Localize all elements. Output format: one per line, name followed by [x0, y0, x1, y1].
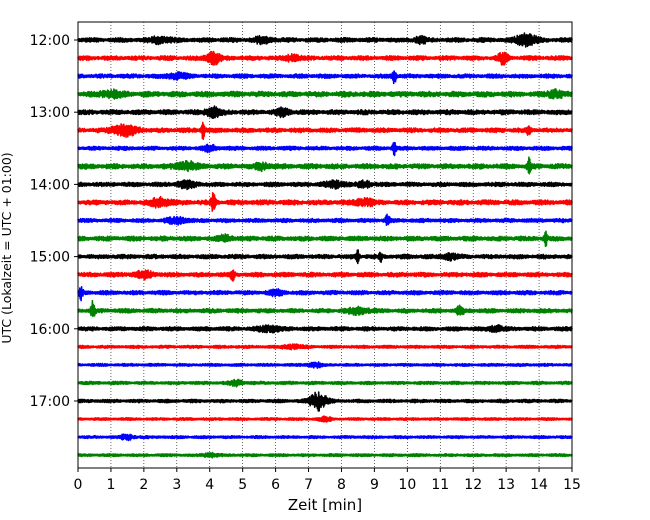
x-axis-label: Zeit [min]	[288, 496, 362, 514]
trace-line	[77, 343, 573, 351]
x-tick-label: 10	[398, 477, 416, 493]
x-tick-label: 7	[304, 477, 313, 493]
trace-line	[77, 415, 573, 423]
trace-line	[77, 361, 573, 369]
x-axis: 0 1 2 3 4 5 6 7 8 9 10 11 12 13 14 15	[74, 468, 581, 493]
x-tick-label: 6	[271, 477, 280, 493]
trace-line	[77, 299, 573, 318]
trace-line	[77, 156, 573, 175]
trace-line	[77, 105, 573, 119]
x-tick-label: 11	[431, 477, 449, 493]
trace-line	[77, 230, 573, 247]
trace-line	[77, 213, 573, 226]
y-tick-label: 14:00	[30, 177, 70, 193]
trace-line	[77, 32, 573, 48]
trace-line	[77, 324, 573, 334]
x-tick-label: 14	[530, 477, 548, 493]
trace-line	[77, 121, 573, 140]
x-tick-label: 2	[139, 477, 148, 493]
x-tick-label: 13	[497, 477, 515, 493]
y-tick-label: 15:00	[30, 250, 70, 266]
x-tick-label: 0	[74, 477, 83, 493]
x-tick-label: 9	[370, 477, 379, 493]
x-tick-label: 12	[464, 477, 482, 493]
y-axis: 12:00 13:00 14:00 15:00 16:00 17:00	[30, 33, 78, 410]
trace-line	[77, 269, 573, 282]
trace-line	[77, 50, 573, 66]
trace-line	[77, 192, 573, 212]
trace-line	[77, 433, 573, 442]
y-tick-label: 16:00	[30, 322, 70, 338]
y-axis-label: UTC (Lokalzeit = UTC + 01:00)	[0, 152, 14, 343]
y-tick-label: 12:00	[30, 33, 70, 49]
x-tick-label: 3	[172, 477, 181, 493]
trace-line	[77, 391, 573, 412]
x-tick-label: 8	[337, 477, 346, 493]
trace-line	[77, 378, 573, 388]
grid-lines	[110, 22, 540, 468]
x-tick-label: 15	[563, 477, 581, 493]
trace-line	[77, 88, 573, 100]
x-tick-label: 1	[106, 477, 115, 493]
trace-group	[77, 32, 573, 459]
trace-line	[77, 286, 573, 302]
plot-frame	[77, 21, 573, 469]
trace-line	[77, 141, 573, 157]
trace-line	[77, 179, 573, 191]
x-tick-label: 4	[205, 477, 214, 493]
y-tick-label: 13:00	[30, 105, 70, 121]
trace-line	[77, 451, 573, 459]
y-tick-label: 17:00	[30, 394, 70, 410]
trace-line	[77, 249, 573, 265]
trace-line	[77, 70, 573, 85]
x-tick-label: 5	[238, 477, 247, 493]
